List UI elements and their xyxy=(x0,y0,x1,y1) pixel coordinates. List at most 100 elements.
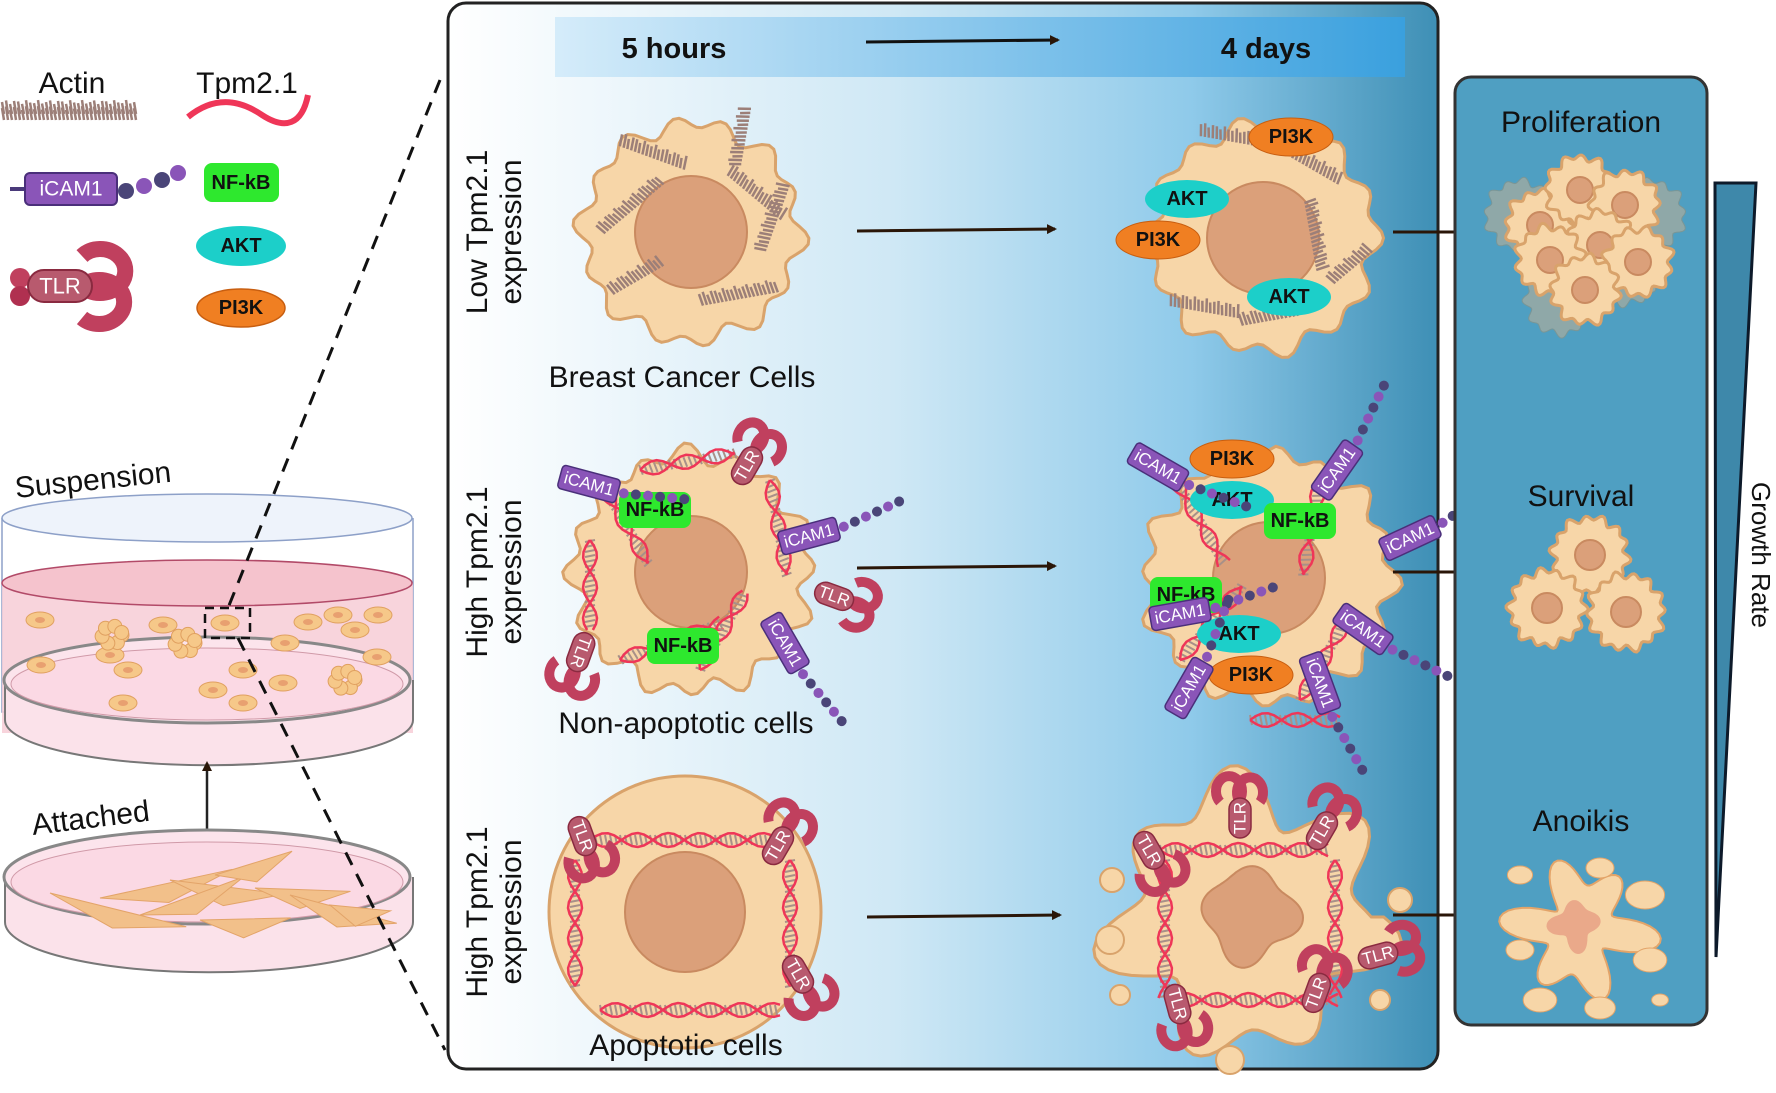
actin-segment xyxy=(784,909,796,913)
attached-cell xyxy=(49,892,187,929)
actin-segment xyxy=(1294,844,1298,856)
legend-nfkb-label: NF-kB xyxy=(212,172,271,194)
timeline-end: 4 days xyxy=(1221,33,1311,65)
icam1-shape xyxy=(1310,439,1364,501)
actin-segment xyxy=(754,186,764,200)
actin-segment xyxy=(48,100,54,115)
icam1-domain xyxy=(883,501,894,512)
icam1-domain xyxy=(1244,590,1255,601)
actin-segment xyxy=(763,194,773,208)
akt-shape xyxy=(1145,180,1229,218)
actin-segment xyxy=(721,287,728,302)
actin-segment xyxy=(1177,297,1181,308)
actin-segment xyxy=(1329,899,1341,903)
attached-cell xyxy=(139,876,244,916)
actin-segment xyxy=(1193,296,1197,311)
pi3k-shape xyxy=(1115,220,1201,260)
actin-segment xyxy=(1216,300,1220,315)
actin-segment xyxy=(769,201,783,207)
actin-segment xyxy=(687,456,694,467)
actin-segment xyxy=(784,934,796,938)
tlr-shape xyxy=(565,631,596,673)
tlr-ectodomain xyxy=(1156,1010,1214,1052)
legend-icam1: iCAM1 xyxy=(10,165,186,206)
actin-segment xyxy=(758,239,770,244)
actin-segment xyxy=(667,153,672,165)
actin-segment xyxy=(1159,939,1171,943)
actin-segment xyxy=(1204,844,1208,856)
actin-segment xyxy=(116,102,122,115)
actin-segment xyxy=(621,199,634,212)
actin-segment xyxy=(704,1004,708,1016)
actin-segment xyxy=(709,1004,713,1016)
actin-segment xyxy=(649,1004,653,1016)
actin-segment xyxy=(1304,844,1308,856)
actin-segment xyxy=(28,102,34,115)
actin-segment xyxy=(1205,298,1209,313)
icam1-domain xyxy=(1373,391,1384,402)
actin-filament xyxy=(606,255,665,295)
icam1-domain xyxy=(655,491,666,502)
actin-segment xyxy=(730,150,744,154)
attached-cells xyxy=(49,850,397,939)
icam1-domain xyxy=(1202,651,1212,662)
actin-segment xyxy=(777,187,789,192)
tlr-receptor: TLR xyxy=(1211,771,1268,839)
tpm-actin-filament xyxy=(581,539,599,631)
actin-segment xyxy=(1249,994,1253,1006)
actin-segment xyxy=(652,144,658,159)
actin-segment xyxy=(674,154,680,168)
actin-filament xyxy=(697,280,780,306)
tlr-shape xyxy=(1357,941,1399,970)
actin-segment xyxy=(772,193,786,199)
apoptotic-body xyxy=(1099,867,1125,893)
actin-segment xyxy=(639,1004,643,1016)
actin-segment xyxy=(752,282,760,297)
actin-segment xyxy=(1306,209,1320,217)
anoikis-cell xyxy=(1498,857,1669,1020)
tpm-strand xyxy=(769,479,792,576)
icam1-receptor: iCAM1 xyxy=(1148,582,1278,632)
culture-dishes: Suspension Attached xyxy=(1,79,447,1051)
actin-segment xyxy=(656,149,661,161)
nfkb-label: NF-kB xyxy=(654,635,713,657)
icam1-domain xyxy=(1184,480,1195,490)
actin-segment xyxy=(12,100,18,115)
tlr-label: TLR xyxy=(1231,802,1250,834)
actin-segment xyxy=(88,101,94,115)
actin-segment xyxy=(769,209,781,214)
actin-segment xyxy=(1209,844,1213,856)
actin-segment xyxy=(644,144,650,157)
icam1-receptor: iCAM1 xyxy=(1126,442,1252,512)
nfkb-shape xyxy=(1264,503,1336,539)
actin-segment xyxy=(1224,302,1228,317)
actin-segment xyxy=(64,103,70,115)
actin-segment xyxy=(1239,844,1243,856)
actin-segment xyxy=(631,649,639,660)
actin-segment xyxy=(68,100,74,115)
actin-segment xyxy=(599,834,603,846)
actin-segment xyxy=(1188,640,1199,648)
timeline-bar xyxy=(555,17,1405,77)
actin-segment xyxy=(4,100,10,115)
actin-segment xyxy=(1329,974,1341,978)
suspended-cell-nucleus xyxy=(373,612,383,618)
icam1-domain xyxy=(838,521,849,532)
actin-segment xyxy=(648,146,653,158)
actin-segment xyxy=(728,158,742,162)
icam1-domain xyxy=(1345,743,1356,754)
actin-filament xyxy=(1169,293,1240,319)
actin-segment xyxy=(120,102,126,115)
nucleus xyxy=(1610,596,1642,628)
actin-segment xyxy=(677,457,684,468)
row-label-high-apoptotic: High Tpm2.1 expression xyxy=(461,826,528,997)
icam1-domain xyxy=(1206,488,1217,499)
icam1-shape xyxy=(1148,596,1212,632)
nucleus xyxy=(634,175,748,289)
actin-segment xyxy=(669,834,673,846)
actin-segment xyxy=(735,171,745,185)
icam1-domain xyxy=(798,669,808,680)
main-panel: 5 hours 4 days Low Tpm2.1 expression Hig… xyxy=(446,1,1498,1075)
actin-segment xyxy=(1311,241,1324,248)
row-label-high-nonapoptotic: High Tpm2.1 expression xyxy=(461,486,528,657)
